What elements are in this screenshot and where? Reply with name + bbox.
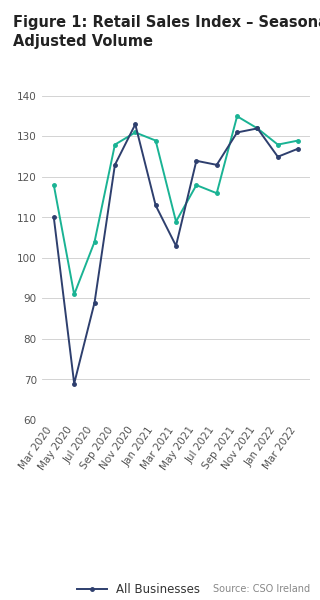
All Businesses excl. Motors: [72, 291, 76, 298]
All Businesses: [52, 214, 56, 221]
All Businesses excl. Motors: [174, 218, 178, 225]
Line: All Businesses: All Businesses: [52, 122, 300, 385]
All Businesses: [113, 161, 117, 169]
All Businesses: [72, 380, 76, 387]
All Businesses excl. Motors: [235, 113, 239, 120]
Legend: All Businesses, All Businesses excl. Motors: All Businesses, All Businesses excl. Mot…: [77, 583, 275, 600]
All Businesses excl. Motors: [133, 129, 137, 136]
All Businesses: [296, 145, 300, 152]
Line: All Businesses excl. Motors: All Businesses excl. Motors: [52, 115, 300, 296]
Text: Source: CSO Ireland: Source: CSO Ireland: [213, 584, 310, 594]
All Businesses excl. Motors: [256, 125, 260, 132]
All Businesses excl. Motors: [113, 141, 117, 148]
All Businesses excl. Motors: [154, 137, 157, 144]
All Businesses excl. Motors: [215, 190, 219, 197]
All Businesses: [215, 161, 219, 169]
All Businesses: [195, 157, 198, 164]
All Businesses excl. Motors: [92, 238, 96, 245]
All Businesses excl. Motors: [296, 137, 300, 144]
All Businesses excl. Motors: [52, 181, 56, 188]
All Businesses: [174, 242, 178, 250]
All Businesses: [276, 153, 280, 160]
All Businesses excl. Motors: [195, 181, 198, 188]
All Businesses: [154, 202, 157, 209]
Text: Figure 1: Retail Sales Index – Seasonally
Adjusted Volume: Figure 1: Retail Sales Index – Seasonall…: [13, 15, 320, 49]
All Businesses: [133, 121, 137, 128]
All Businesses excl. Motors: [276, 141, 280, 148]
All Businesses: [92, 299, 96, 306]
All Businesses: [256, 125, 260, 132]
All Businesses: [235, 129, 239, 136]
